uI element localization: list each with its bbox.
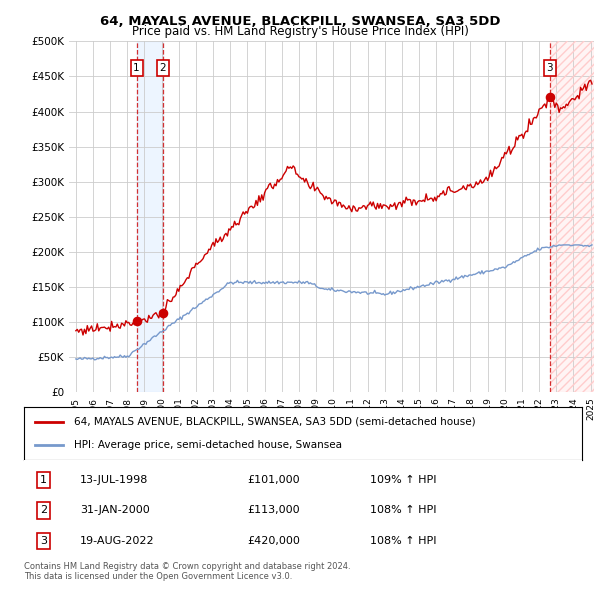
Text: 1: 1 — [40, 476, 47, 486]
Text: 13-JUL-1998: 13-JUL-1998 — [80, 476, 148, 486]
Text: 3: 3 — [547, 63, 553, 73]
Text: £101,000: £101,000 — [247, 476, 300, 486]
Text: £113,000: £113,000 — [247, 506, 300, 516]
Text: 19-AUG-2022: 19-AUG-2022 — [80, 536, 154, 546]
Text: HPI: Average price, semi-detached house, Swansea: HPI: Average price, semi-detached house,… — [74, 440, 342, 450]
Text: 109% ↑ HPI: 109% ↑ HPI — [370, 476, 436, 486]
Text: This data is licensed under the Open Government Licence v3.0.: This data is licensed under the Open Gov… — [24, 572, 292, 581]
Text: 64, MAYALS AVENUE, BLACKPILL, SWANSEA, SA3 5DD (semi-detached house): 64, MAYALS AVENUE, BLACKPILL, SWANSEA, S… — [74, 417, 476, 427]
Text: £420,000: £420,000 — [247, 536, 300, 546]
Text: 2: 2 — [40, 506, 47, 516]
Text: 31-JAN-2000: 31-JAN-2000 — [80, 506, 149, 516]
Text: 1: 1 — [133, 63, 140, 73]
Point — [132, 317, 142, 326]
Text: 2: 2 — [160, 63, 166, 73]
Text: 64, MAYALS AVENUE, BLACKPILL, SWANSEA, SA3 5DD: 64, MAYALS AVENUE, BLACKPILL, SWANSEA, S… — [100, 15, 500, 28]
Bar — [550, 41, 594, 392]
Text: Price paid vs. HM Land Registry's House Price Index (HPI): Price paid vs. HM Land Registry's House … — [131, 25, 469, 38]
Point — [158, 309, 168, 318]
Point — [545, 93, 555, 102]
Text: 108% ↑ HPI: 108% ↑ HPI — [370, 536, 436, 546]
Text: Contains HM Land Registry data © Crown copyright and database right 2024.: Contains HM Land Registry data © Crown c… — [24, 562, 350, 571]
Text: 108% ↑ HPI: 108% ↑ HPI — [370, 506, 436, 516]
Bar — [137, 41, 163, 392]
Bar — [550, 41, 594, 392]
Text: 3: 3 — [40, 536, 47, 546]
